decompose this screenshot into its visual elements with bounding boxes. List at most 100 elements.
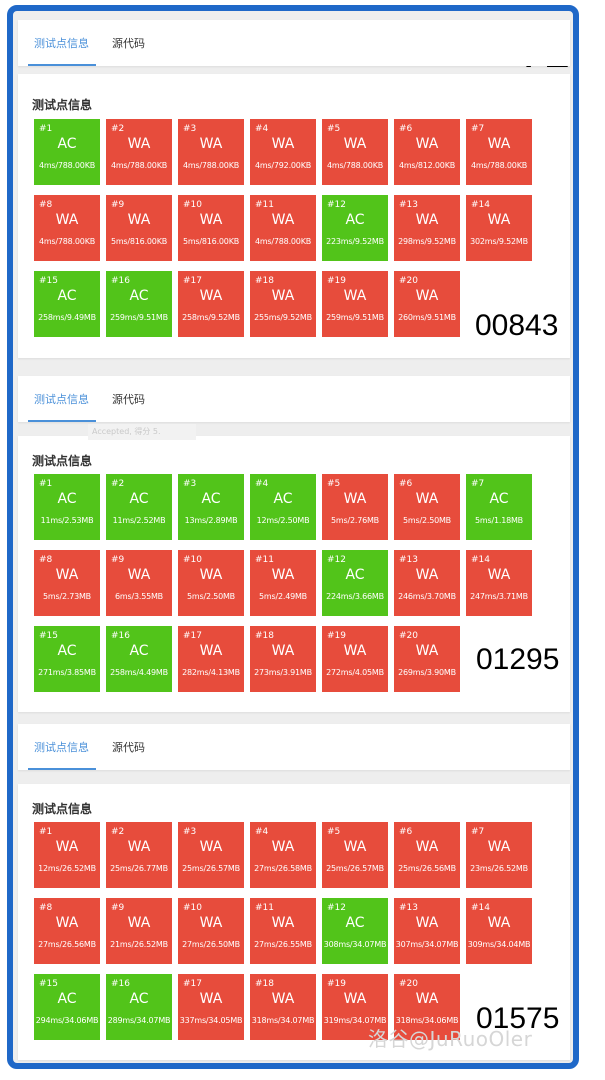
testcase-time-memory: 258ms/9.49MB xyxy=(38,313,96,322)
testcase-tile[interactable]: #14 WA 309ms/34.04MB xyxy=(466,898,532,964)
testcase-number: #3 xyxy=(183,124,197,134)
testcase-tile[interactable]: #1 AC 11ms/2.53MB xyxy=(34,474,100,540)
testcase-tile[interactable]: #2 AC 11ms/2.52MB xyxy=(106,474,172,540)
testcase-tile[interactable]: #13 WA 246ms/3.70MB xyxy=(394,550,460,616)
testcase-tile[interactable]: #9 WA 6ms/3.55MB xyxy=(106,550,172,616)
testcase-time-memory: 5ms/1.18MB xyxy=(475,516,523,525)
testcase-tile[interactable]: #13 WA 307ms/34.07MB xyxy=(394,898,460,964)
testcase-tile[interactable]: #17 WA 282ms/4.13MB xyxy=(178,626,244,692)
testcase-tile[interactable]: #3 WA 25ms/26.57MB xyxy=(178,822,244,888)
testcase-tile[interactable]: #12 AC 224ms/3.66MB xyxy=(322,550,388,616)
testcase-status: AC xyxy=(129,991,149,1007)
testcase-tile[interactable]: #1 WA 12ms/26.52MB xyxy=(34,822,100,888)
testcase-status: WA xyxy=(271,839,295,855)
testcase-number: #16 xyxy=(111,979,130,989)
testcase-tile[interactable]: #6 WA 25ms/26.56MB xyxy=(394,822,460,888)
testcase-tile[interactable]: #5 WA 4ms/788.00KB xyxy=(322,119,388,185)
testcase-tile[interactable]: #9 WA 5ms/816.00KB xyxy=(106,195,172,261)
testcase-time-memory: 27ms/26.58MB xyxy=(254,864,312,873)
tab-source-code[interactable]: 源代码 xyxy=(112,741,145,754)
testcase-tile[interactable]: #6 WA 5ms/2.50MB xyxy=(394,474,460,540)
testcase-number: #2 xyxy=(111,827,125,837)
testcase-time-memory: 258ms/9.52MB xyxy=(182,313,240,322)
tab-source-code[interactable]: 源代码 xyxy=(112,37,145,50)
testcase-tile[interactable]: #16 AC 258ms/4.49MB xyxy=(106,626,172,692)
tab-source-code[interactable]: 源代码 xyxy=(112,393,145,406)
testcase-tile[interactable]: #19 WA 319ms/34.07MB xyxy=(322,974,388,1040)
testcase-tile[interactable]: #10 WA 5ms/2.50MB xyxy=(178,550,244,616)
active-tab-indicator xyxy=(28,420,96,422)
testcase-tile[interactable]: #2 WA 4ms/788.00KB xyxy=(106,119,172,185)
testcase-tile[interactable]: #18 WA 318ms/34.07MB xyxy=(250,974,316,1040)
testcase-tile[interactable]: #18 WA 273ms/3.91MB xyxy=(250,626,316,692)
tab-testcase-info[interactable]: 测试点信息 xyxy=(34,741,89,754)
testcase-tile[interactable]: #3 AC 13ms/2.89MB xyxy=(178,474,244,540)
testcase-time-memory: 5ms/2.76MB xyxy=(331,516,379,525)
testcase-tile[interactable]: #7 WA 23ms/26.52MB xyxy=(466,822,532,888)
testcase-time-memory: 294ms/34.06MB xyxy=(35,1016,99,1025)
testcase-tile[interactable]: #7 WA 4ms/788.00KB xyxy=(466,119,532,185)
testcase-tile[interactable]: #15 AC 294ms/34.06MB xyxy=(34,974,100,1040)
testcase-time-memory: 5ms/816.00KB xyxy=(182,237,240,246)
testcase-number: #8 xyxy=(39,555,53,565)
testcase-tile[interactable]: #4 WA 27ms/26.58MB xyxy=(250,822,316,888)
testcase-tile[interactable]: #20 WA 318ms/34.06MB xyxy=(394,974,460,1040)
testcase-tile[interactable]: #19 WA 272ms/4.05MB xyxy=(322,626,388,692)
testcase-status: WA xyxy=(199,212,223,228)
testcase-status: AC xyxy=(345,567,365,583)
testcase-status: AC xyxy=(57,643,77,659)
testcase-tile[interactable]: #14 WA 302ms/9.52MB xyxy=(466,195,532,261)
testcase-status: WA xyxy=(271,567,295,583)
testcase-tile[interactable]: #5 WA 5ms/2.76MB xyxy=(322,474,388,540)
testcase-tile[interactable]: #11 WA 5ms/2.49MB xyxy=(250,550,316,616)
testcase-tile[interactable]: #2 WA 25ms/26.77MB xyxy=(106,822,172,888)
testcase-tile[interactable]: #4 AC 12ms/2.50MB xyxy=(250,474,316,540)
testcase-number: #10 xyxy=(183,903,202,913)
testcase-tile[interactable]: #4 WA 4ms/792.00KB xyxy=(250,119,316,185)
testcase-tile[interactable]: #8 WA 4ms/788.00KB xyxy=(34,195,100,261)
testcase-tile[interactable]: #17 WA 258ms/9.52MB xyxy=(178,271,244,337)
testcase-tile[interactable]: #16 AC 289ms/34.07MB xyxy=(106,974,172,1040)
testcase-tile[interactable]: #13 WA 298ms/9.52MB xyxy=(394,195,460,261)
testcase-time-memory: 4ms/788.00KB xyxy=(182,161,240,170)
testcase-tile[interactable]: #14 WA 247ms/3.71MB xyxy=(466,550,532,616)
testcase-time-memory: 27ms/26.56MB xyxy=(38,940,96,949)
testcase-tile[interactable]: #11 WA 27ms/26.55MB xyxy=(250,898,316,964)
testcase-tile[interactable]: #6 WA 4ms/812.00KB xyxy=(394,119,460,185)
testcase-tile[interactable]: #10 WA 27ms/26.50MB xyxy=(178,898,244,964)
testcase-tile[interactable]: #18 WA 255ms/9.52MB xyxy=(250,271,316,337)
testcase-tile[interactable]: #20 WA 260ms/9.51MB xyxy=(394,271,460,337)
testcase-tile[interactable]: #15 AC 271ms/3.85MB xyxy=(34,626,100,692)
testcase-tile[interactable]: #11 WA 4ms/788.00KB xyxy=(250,195,316,261)
tab-testcase-info[interactable]: 测试点信息 xyxy=(34,393,89,406)
testcase-tile[interactable]: #19 WA 259ms/9.51MB xyxy=(322,271,388,337)
testcase-tile[interactable]: #9 WA 21ms/26.52MB xyxy=(106,898,172,964)
testcase-tile[interactable]: #8 WA 5ms/2.73MB xyxy=(34,550,100,616)
testcase-number: #9 xyxy=(111,200,125,210)
testcase-time-memory: 337ms/34.05MB xyxy=(179,1016,243,1025)
testcase-tile[interactable]: #3 WA 4ms/788.00KB xyxy=(178,119,244,185)
testcase-tile[interactable]: #7 AC 5ms/1.18MB xyxy=(466,474,532,540)
testcase-number: #13 xyxy=(399,555,418,565)
testcase-time-memory: 319ms/34.07MB xyxy=(323,1016,387,1025)
testcase-tile[interactable]: #10 WA 5ms/816.00KB xyxy=(178,195,244,261)
testcase-time-memory: 23ms/26.52MB xyxy=(470,864,528,873)
testcase-status: WA xyxy=(127,839,151,855)
testcase-number: #13 xyxy=(399,903,418,913)
testcase-tile[interactable]: #20 WA 269ms/3.90MB xyxy=(394,626,460,692)
testcase-tile[interactable]: #12 AC 308ms/34.07MB xyxy=(322,898,388,964)
testcase-tile[interactable]: #5 WA 25ms/26.57MB xyxy=(322,822,388,888)
testcase-time-memory: 4ms/788.00KB xyxy=(470,161,528,170)
testcase-tile[interactable]: #8 WA 27ms/26.56MB xyxy=(34,898,100,964)
testcase-tile[interactable]: #15 AC 258ms/9.49MB xyxy=(34,271,100,337)
testcase-tile[interactable]: #16 AC 259ms/9.51MB xyxy=(106,271,172,337)
testcase-tile[interactable]: #1 AC 4ms/788.00KB xyxy=(34,119,100,185)
testcase-status: WA xyxy=(271,212,295,228)
testcase-number: #14 xyxy=(471,555,490,565)
testcase-number: #10 xyxy=(183,555,202,565)
testcase-tile[interactable]: #12 AC 223ms/9.52MB xyxy=(322,195,388,261)
testcase-tile[interactable]: #17 WA 337ms/34.05MB xyxy=(178,974,244,1040)
active-tab-indicator xyxy=(28,64,96,66)
tab-testcase-info[interactable]: 测试点信息 xyxy=(34,37,89,50)
testcase-time-memory: 4ms/788.00KB xyxy=(254,237,312,246)
